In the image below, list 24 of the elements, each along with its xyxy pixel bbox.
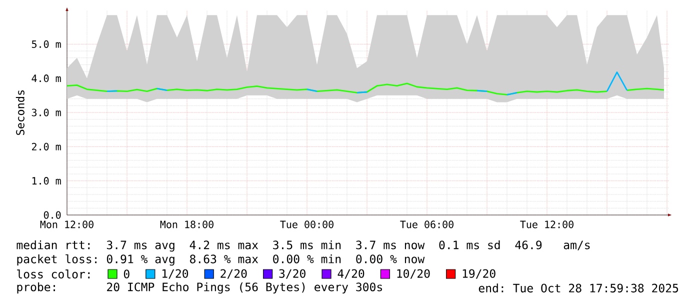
text: probe: 20 ICMP Echo Pings (56 Bytes) every 300s (17, 282, 382, 294)
legend-label: 19/20 (462, 269, 496, 279)
legend-label: 4/20 (338, 269, 364, 279)
text: end: Tue Oct 28 17:59:38 2025 (478, 284, 678, 292)
x-tick-label: Mon 12:00 (40, 220, 94, 228)
x-tick-label: Tue 00:00 (280, 220, 334, 228)
y-tick-label: 3.0 m (32, 108, 61, 116)
legend-title: loss color: (17, 270, 90, 278)
x-tick-label: Tue 12:00 (520, 220, 574, 228)
y-tick-label: 1.0 m (32, 177, 61, 185)
legend-label: 10/20 (397, 269, 430, 279)
legend-label: 1/20 (162, 269, 188, 279)
y-tick-label: 4.0 m (32, 74, 61, 82)
text: median rtt: 3.7 ms avg 4.2 ms max 3.5 ms min 3.7 ms now 0.1 ms sd 46.9 am/s (16, 240, 590, 252)
y-tick-label: 2.0 m (32, 142, 61, 150)
legend-label: 2/20 (220, 269, 247, 279)
x-tick-label: Mon 18:00 (160, 220, 214, 228)
legend-label: 3/20 (279, 269, 306, 279)
legend-label: 0 (124, 270, 130, 278)
y-tick-label: 5.0 m (32, 40, 61, 48)
y-axis-title: Seconds (16, 90, 24, 135)
text: packet loss: 0.91 % avg 8.63 % max 0.00 % min 0.00 % now (17, 254, 425, 266)
x-tick-label: Tue 06:00 (400, 220, 454, 228)
y-tick-label: 0.0 (44, 211, 61, 219)
